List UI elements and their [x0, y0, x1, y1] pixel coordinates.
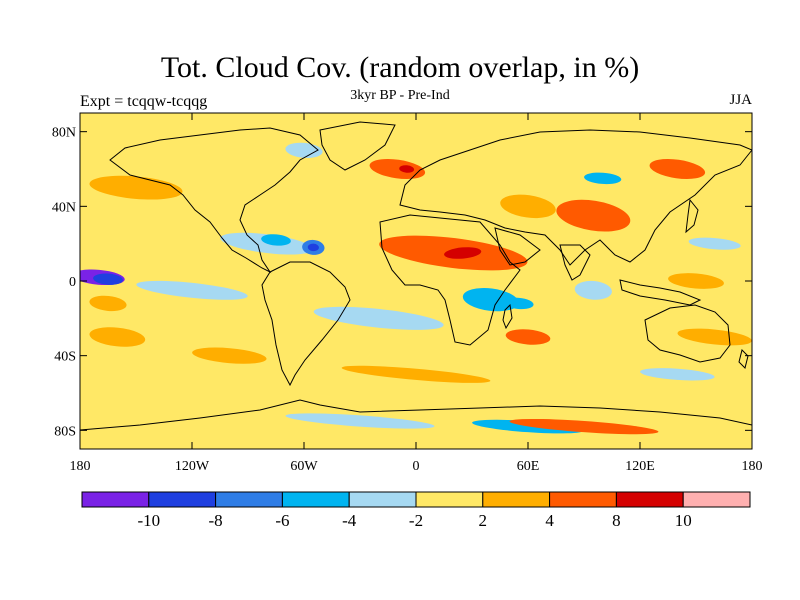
anomaly-field	[80, 113, 752, 449]
anomaly-patch	[341, 365, 491, 383]
coastlines	[80, 121, 752, 431]
colorbar-swatch	[549, 491, 617, 508]
lon-tick-label: 180	[70, 459, 91, 474]
anomaly-patch	[136, 280, 248, 300]
colorbar-label: 2	[479, 511, 488, 530]
axis-ticks: 80N 40N 0 40S 80S 180 120W 60W 0 60E 120E 180	[52, 113, 763, 474]
anomaly-patch	[668, 273, 724, 289]
colorbar-label: -4	[342, 511, 357, 530]
anomaly-patch	[640, 368, 715, 381]
anomaly-patch	[369, 158, 426, 180]
coastline-greenland	[319, 121, 396, 171]
lon-tick-label: 60E	[517, 459, 540, 474]
anomaly-patch	[89, 295, 127, 312]
colorbar-label: -8	[209, 511, 223, 530]
lat-tick-label: 80N	[52, 126, 76, 141]
coastline-maritime	[619, 279, 702, 306]
lat-tick-label: 40S	[54, 350, 76, 365]
coastline-japan	[685, 198, 699, 234]
anomaly-patch	[472, 419, 584, 434]
season-label: JJA	[729, 92, 752, 108]
colorbar-swatch	[215, 491, 283, 508]
colorbar: -10 -8 -6 -4 -2 2 4 8 10	[81, 491, 751, 530]
anomaly-patch	[399, 165, 415, 173]
anomaly-patch	[89, 327, 146, 347]
anomaly-patch	[688, 237, 741, 250]
anomaly-patch	[89, 175, 183, 200]
lon-tick-label: 0	[413, 459, 420, 474]
colorbar-label: -2	[409, 511, 423, 530]
anomaly-patch	[462, 288, 519, 312]
anomaly-patch	[509, 418, 659, 435]
colorbar-swatch	[415, 491, 484, 508]
lon-tick-label: 120W	[175, 459, 210, 474]
anomaly-patch	[503, 297, 534, 310]
lat-tick-label: 0	[69, 275, 76, 290]
coastline-south-america	[261, 261, 351, 387]
map-subtitle: 3kyr BP - Pre-Ind	[350, 88, 450, 103]
anomaly-patch	[677, 328, 752, 346]
experiment-label: Expt = tcqqw-tcqqg	[80, 93, 208, 110]
coastline-antarctica	[80, 399, 752, 431]
anomaly-patch	[556, 199, 631, 232]
coastline-eurasia	[399, 129, 752, 266]
coastline-madagascar	[502, 303, 513, 330]
anomaly-patch	[649, 158, 706, 180]
coastline-australia	[644, 304, 731, 363]
colorbar-swatch	[348, 491, 417, 508]
anomaly-patch	[220, 232, 313, 255]
lat-tick-label: 80S	[54, 424, 76, 439]
anomaly-patch	[574, 280, 612, 300]
lon-tick-label: 180	[742, 459, 763, 474]
anomaly-patch	[93, 273, 123, 285]
map-title: Tot. Cloud Cov. (random overlap, in %)	[160, 51, 640, 84]
anomaly-patch	[307, 243, 319, 252]
coastline-new-zealand	[738, 349, 749, 369]
coastline-india	[559, 244, 591, 281]
colorbar-label: 8	[612, 511, 621, 530]
coastline-africa	[379, 214, 521, 346]
anomaly-patch	[285, 413, 435, 429]
colorbar-swatch	[682, 491, 751, 508]
coastline-arabia	[494, 227, 541, 266]
lon-tick-label: 120E	[625, 459, 655, 474]
colorbar-swatch	[81, 491, 150, 508]
anomaly-patch	[505, 329, 551, 345]
colorbar-swatch	[281, 491, 350, 508]
anomaly-patch	[261, 234, 291, 246]
coastline-north-america	[109, 127, 319, 274]
anomaly-patch	[584, 172, 622, 185]
anomaly-patch	[444, 247, 482, 259]
anomaly-patch	[313, 306, 444, 330]
colorbar-label: -6	[275, 511, 289, 530]
colorbar-swatch	[148, 491, 217, 508]
colorbar-swatch	[615, 491, 684, 508]
anomaly-patch	[192, 347, 267, 364]
colorbar-label: -10	[137, 511, 160, 530]
colorbar-label: 10	[675, 511, 692, 530]
colorbar-label: 4	[545, 511, 554, 530]
lon-tick-label: 60W	[290, 459, 318, 474]
anomaly-patch	[500, 194, 556, 219]
colorbar-swatch	[482, 491, 551, 508]
lat-tick-label: 40N	[52, 200, 76, 215]
